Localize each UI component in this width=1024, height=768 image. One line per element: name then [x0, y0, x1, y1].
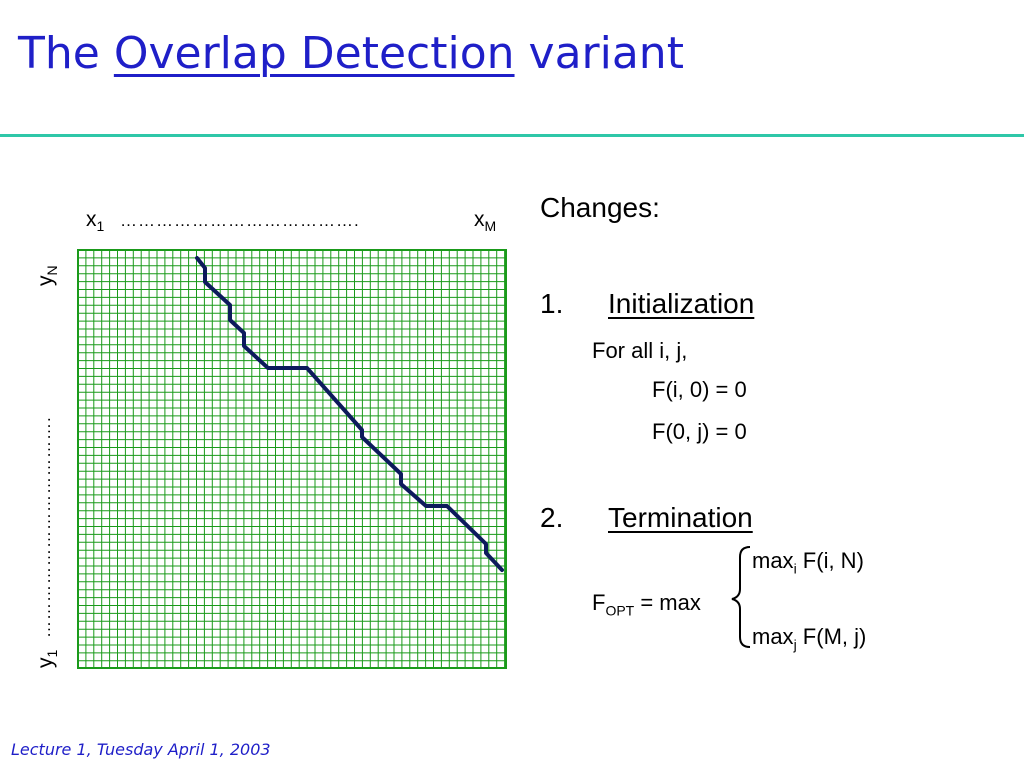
x-axis-dots: ………………………………….: [120, 211, 360, 230]
title-prefix: The: [18, 28, 100, 79]
alignment-grid: [78, 250, 506, 668]
initialization-item: 1. Initialization: [540, 288, 754, 320]
changes-heading: Changes:: [540, 192, 660, 223]
termination-number: 2.: [540, 502, 564, 533]
initialization-label: Initialization: [608, 288, 755, 319]
alignment-path: [195, 256, 504, 572]
initialization-number: 1.: [540, 288, 564, 319]
y-axis-dots: ……………………………….: [35, 416, 54, 638]
termination-label: Termination: [608, 502, 753, 533]
max-option-2: maxj F(M, j): [752, 624, 867, 653]
y-end-label: yN: [34, 265, 60, 286]
grid-border: [77, 249, 507, 669]
title-suffix: variant: [528, 28, 684, 79]
init-line-1: For all i, j,: [592, 338, 688, 363]
footer-text: Lecture 1, Tuesday April 1, 2003: [11, 740, 271, 759]
slide-title: The Overlap Detection variant: [18, 32, 684, 76]
max-brace: [731, 546, 751, 648]
termination-item: 2. Termination: [540, 502, 753, 534]
init-line-2: F(i, 0) = 0: [652, 377, 747, 402]
init-line-3: F(0, j) = 0: [652, 419, 747, 444]
y-start-label: y1: [34, 650, 60, 669]
x-end-label: xM: [474, 208, 496, 234]
title-divider: [0, 134, 1024, 137]
title-highlight: Overlap Detection: [113, 28, 515, 79]
x-start-label: x1: [86, 208, 105, 234]
max-option-1: maxi F(i, N): [752, 548, 864, 577]
fopt-formula: FOPT = max: [592, 590, 701, 619]
